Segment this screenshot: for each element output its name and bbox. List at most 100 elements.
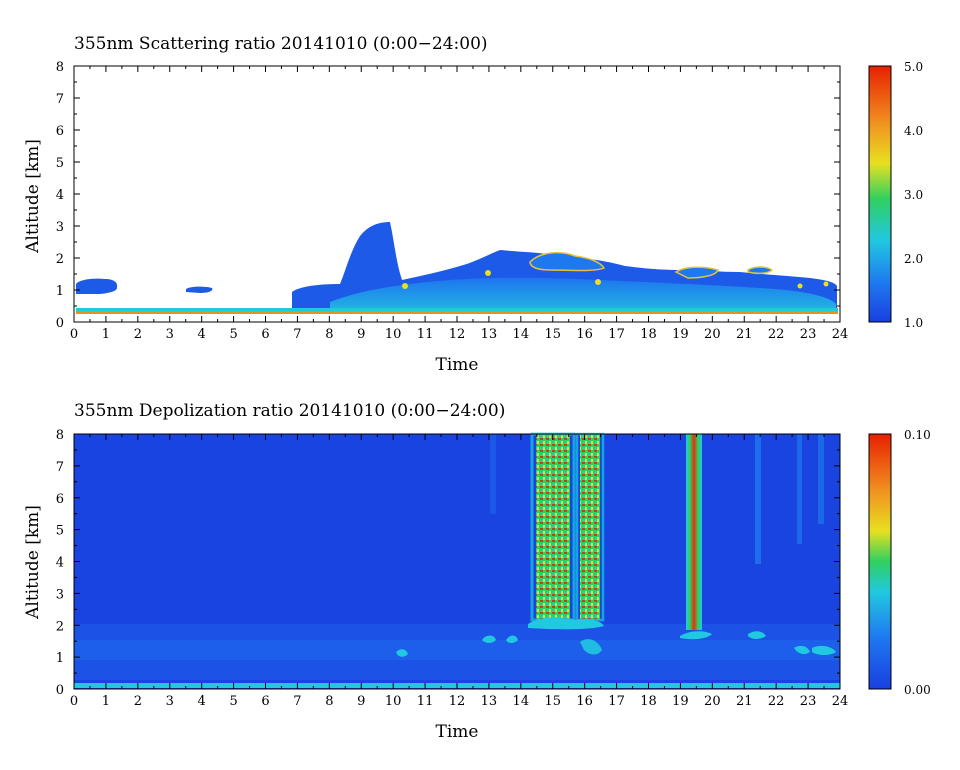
x-tick-label: 5 [229,694,237,709]
y-tick-label: 3 [56,587,64,602]
layer-blob [396,649,408,657]
hot-spot [797,283,803,289]
x-tick-label: 21 [736,327,753,342]
x-tick-label: 23 [800,327,817,342]
y-tick-label: 2 [56,619,64,634]
x-axis-label: Time [436,355,479,375]
mid-band [74,640,840,660]
x-tick-label: 11 [417,327,434,342]
cloud-hilite-22 [747,266,774,275]
surface-band [76,308,838,311]
x-axis: 0 1 2 3 4 5 6 7 8 9 10 11 12 13 14 15 16 17 18 19 20 21 22 23 24 [70,66,848,342]
x-tick-label: 9 [357,327,365,342]
x-tick-label: 7 [293,327,301,342]
aerosol-core [330,277,836,311]
x-tick-label: 21 [736,694,753,709]
x-tick-label: 8 [325,327,333,342]
x-tick-label: 18 [640,694,657,709]
plot-area [74,66,840,322]
x-tick-label: 6 [261,327,269,342]
colorbar-gradient [868,433,892,690]
low-cloud-0-1h [76,278,118,294]
low-cloud-4h [186,286,213,293]
x-tick-label: 5 [229,327,237,342]
y-tick-label: 4 [56,556,64,571]
chart-title: 355nm Depolization ratio 20141010 (0:00−… [74,401,505,421]
y-tick-label: 8 [56,428,64,443]
y-tick-label: 6 [56,492,64,507]
x-tick-label: 1 [102,327,110,342]
x-tick-label: 1 [102,694,110,709]
hot-spot [485,270,491,276]
x-tick-label: 19 [672,694,689,709]
x-tick-label: 20 [704,327,721,342]
y-axis: 0 1 2 3 4 5 6 7 8 [56,428,840,698]
x-tick-label: 12 [449,327,466,342]
x-tick-label: 16 [576,694,593,709]
y-tick-label: 5 [56,524,64,539]
plot-area [74,432,840,689]
depol-column-16h [580,434,600,620]
y-tick-label: 1 [56,651,64,666]
layer-blob [482,635,496,643]
x-tick-label: 4 [198,694,206,709]
layer-blob [794,645,810,655]
x-tick-label: 3 [166,327,174,342]
hot-spot [595,279,601,285]
layer-blob [528,617,604,630]
x-tick-label: 22 [768,694,785,709]
y-tick-label: 2 [56,252,64,267]
colorbar-label: 0.00 [904,683,931,697]
y-axis-label: Altitude [km] [23,505,43,620]
faint-column [818,434,824,524]
faint-column [755,434,761,564]
y-tick-label: 7 [56,92,64,107]
x-tick-label: 4 [198,327,206,342]
y-axis: 0 1 2 3 4 5 6 7 8 [56,60,840,331]
x-axis: 0 1 2 3 4 5 6 7 8 9 10 11 12 13 14 15 16 17 18 19 20 21 22 23 24 [70,434,848,709]
y-tick-label: 8 [56,60,64,75]
y-tick-label: 1 [56,284,64,299]
colorbar-label: 0.10 [904,428,931,442]
cloud-hilite-15-16 [529,251,606,272]
x-tick-label: 23 [800,694,817,709]
chart-title: 355nm Scattering ratio 20141010 (0:00−24… [74,34,488,54]
faint-column [797,434,802,544]
x-tick-label: 2 [134,327,142,342]
x-tick-label: 8 [325,694,333,709]
colorbar: 0.10 0.00 [868,428,931,697]
x-tick-label: 13 [481,327,498,342]
x-tick-label: 16 [576,327,593,342]
hot-spot [823,281,829,287]
x-tick-label: 10 [385,694,402,709]
x-tick-label: 18 [640,327,657,342]
x-tick-label: 24 [832,694,849,709]
x-tick-label: 3 [166,694,174,709]
x-tick-label: 17 [608,694,625,709]
colorbar: 5.0 4.0 3.0 2.0 1.0 [868,60,923,330]
x-tick-label: 22 [768,327,785,342]
y-tick-label: 7 [56,460,64,475]
faint-column [490,434,496,514]
x-tick-label: 7 [293,694,301,709]
x-tick-label: 9 [357,694,365,709]
y-tick-label: 5 [56,156,64,171]
colorbar-label: 1.0 [904,316,923,330]
depolarization-ratio-panel: 355nm Depolization ratio 20141010 (0:00−… [23,401,931,742]
cloud-hilite-20 [674,266,719,279]
x-tick-label: 0 [70,694,78,709]
colorbar-label: 2.0 [904,252,923,266]
x-tick-label: 24 [832,327,849,342]
hot-spot [402,283,408,289]
y-axis-label: Altitude [km] [23,139,43,254]
x-tick-label: 14 [513,327,530,342]
layer-blob [506,635,518,643]
layer-blob [812,645,836,655]
y-tick-label: 4 [56,188,64,203]
x-tick-label: 19 [672,327,689,342]
depol-column-15h [536,434,570,620]
x-tick-label: 17 [608,327,625,342]
y-tick-label: 6 [56,124,64,139]
x-axis-label: Time [436,722,479,742]
